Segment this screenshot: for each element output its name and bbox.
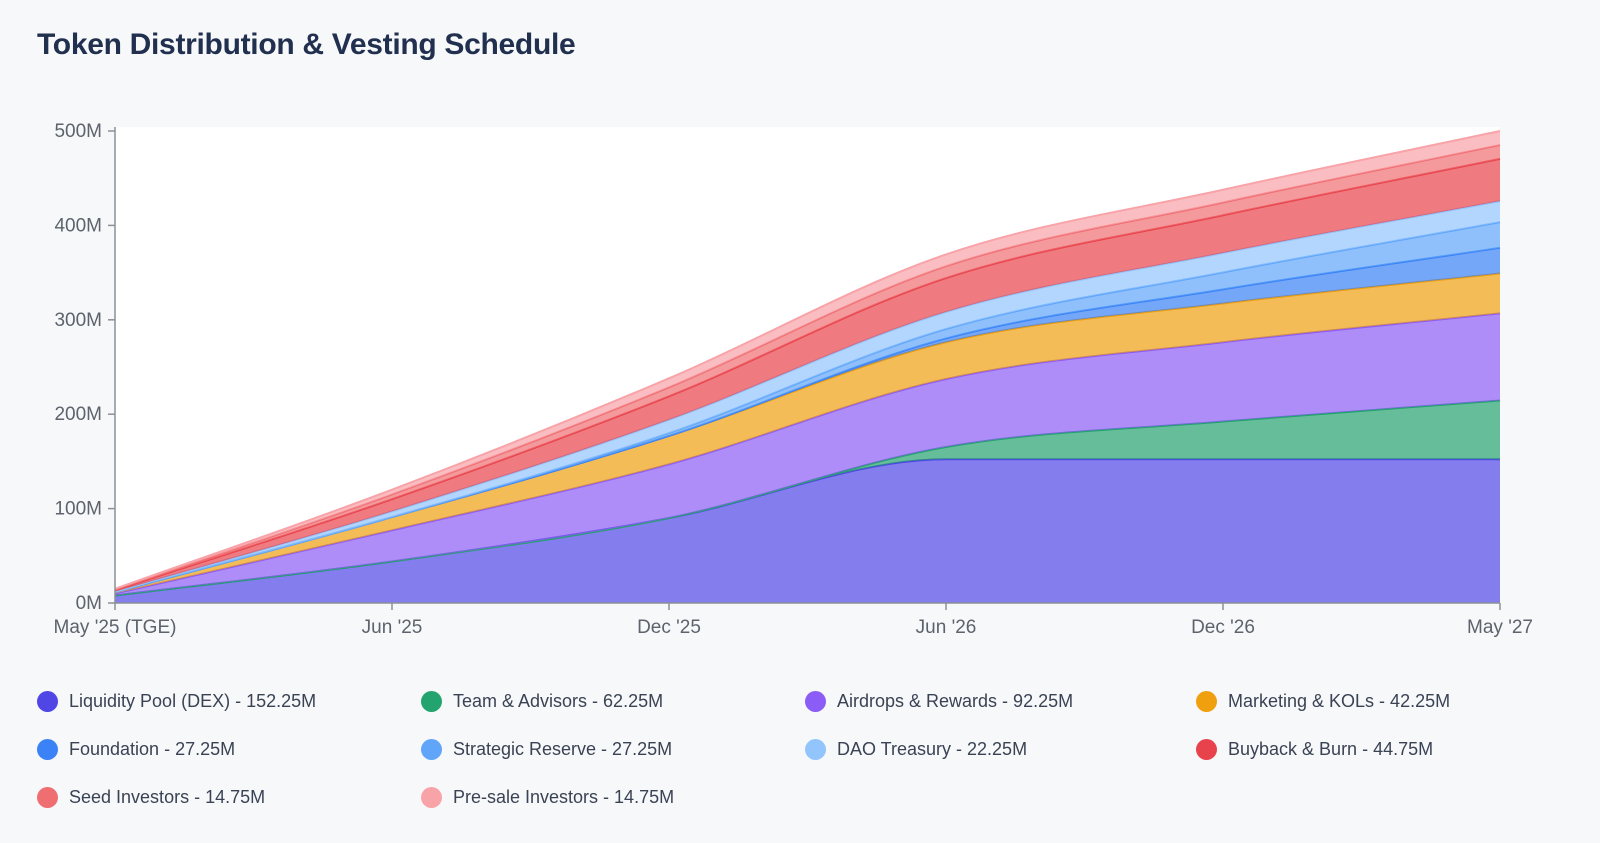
legend-item[interactable]: Foundation - 27.25M [37,738,421,760]
legend-color-dot [37,738,58,760]
legend-item[interactable]: Marketing & KOLs - 42.25M [1196,690,1451,712]
y-axis-tick-label: 500M [54,121,102,142]
x-axis-tick-label: May '25 (TGE) [54,617,177,638]
legend-color-dot [805,738,826,760]
legend-item[interactable]: Airdrops & Rewards - 92.25M [805,690,1196,712]
x-axis-tick-label: Dec '26 [1191,617,1255,638]
area-outline-pre-sale-investors [114,130,1501,590]
legend-label: Seed Investors - 14.75M [69,786,266,807]
legend-label: Airdrops & Rewards - 92.25M [837,690,1074,711]
area-foundation [115,247,1500,593]
legend-item[interactable]: Strategic Reserve - 27.25M [421,738,805,760]
area-liquidity-pool-dex [115,459,1500,603]
axis-lines [114,127,1500,604]
legend-item[interactable]: Buyback & Burn - 44.75M [1196,738,1450,760]
y-axis-tick-label: 0M [76,593,102,614]
legend-color-dot [421,738,442,760]
x-axis-tick-label: Dec '25 [637,617,701,638]
legend-label: Foundation - 27.25M [69,738,236,759]
legend-color-dot [421,786,442,808]
legend-item[interactable]: Pre-sale Investors - 14.75M [421,786,805,808]
legend-label: Marketing & KOLs - 42.25M [1228,690,1451,711]
chart-legend: Liquidity Pool (DEX) - 152.25M Team & Ad… [37,677,1450,821]
y-axis-tick-label: 100M [54,499,102,520]
legend-item[interactable]: Seed Investors - 14.75M [37,786,421,808]
x-axis-tick-label: Jun '26 [916,617,977,638]
page-title: Token Distribution & Vesting Schedule [37,28,576,61]
x-axis-tick-label: May '27 [1467,617,1533,638]
legend-item[interactable]: DAO Treasury - 22.25M [805,738,1196,760]
y-axis-tick-label: 300M [54,310,102,331]
legend-color-dot [1196,738,1217,760]
y-axis-tick-label: 200M [54,404,102,425]
x-axis-tick-label: Jun '25 [362,617,423,638]
legend-label: Buyback & Burn - 44.75M [1228,738,1434,759]
y-axis-tick-label: 400M [54,215,102,236]
legend-item[interactable]: Team & Advisors - 62.25M [421,690,805,712]
legend-color-dot [805,690,826,712]
legend-label: Pre-sale Investors - 14.75M [453,786,675,807]
legend-label: DAO Treasury - 22.25M [837,738,1028,759]
legend-item[interactable]: Liquidity Pool (DEX) - 152.25M [37,690,421,712]
area-airdrops-rewards [115,313,1500,596]
area-team-advisors [115,400,1500,596]
legend-label: Team & Advisors - 62.25M [453,690,664,711]
legend-color-dot [37,786,58,808]
area-marketing-kols [115,273,1500,594]
legend-color-dot [37,690,58,712]
legend-label: Liquidity Pool (DEX) - 152.25M [69,690,317,711]
legend-color-dot [1196,690,1217,712]
area-buyback-burn [115,158,1500,592]
legend-label: Strategic Reserve - 27.25M [453,738,673,759]
area-dao-treasury [115,201,1500,593]
legend-color-dot [421,690,442,712]
